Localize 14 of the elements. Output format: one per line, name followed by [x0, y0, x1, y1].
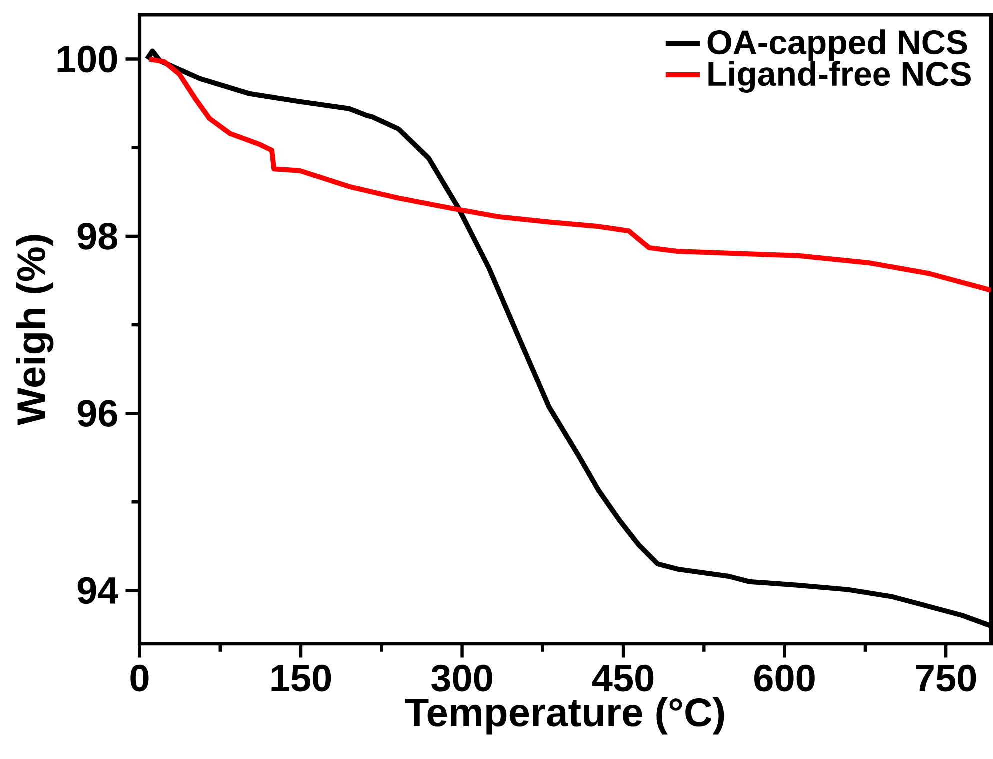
x-tick-label: 750 — [916, 665, 976, 692]
y-axis-title: Weigh (%) — [16, 235, 54, 426]
x-tick-label: 600 — [754, 665, 815, 692]
x-tick-label: 450 — [592, 665, 654, 692]
y-tick-label: 100 — [58, 46, 118, 73]
x-tick-label: 300 — [432, 665, 492, 692]
y-tick-label: 94 — [78, 577, 119, 604]
legend-label: Ligand-free NCS — [708, 61, 971, 94]
legend-label: OA-capped NCS — [708, 30, 968, 62]
y-tick-label: 98 — [78, 223, 118, 250]
x-tick-label: 0 — [130, 665, 149, 692]
x-axis-title: Temperature (°C) — [405, 698, 724, 735]
y-tick-label: 96 — [78, 400, 118, 428]
x-tick-label: 150 — [272, 665, 332, 692]
